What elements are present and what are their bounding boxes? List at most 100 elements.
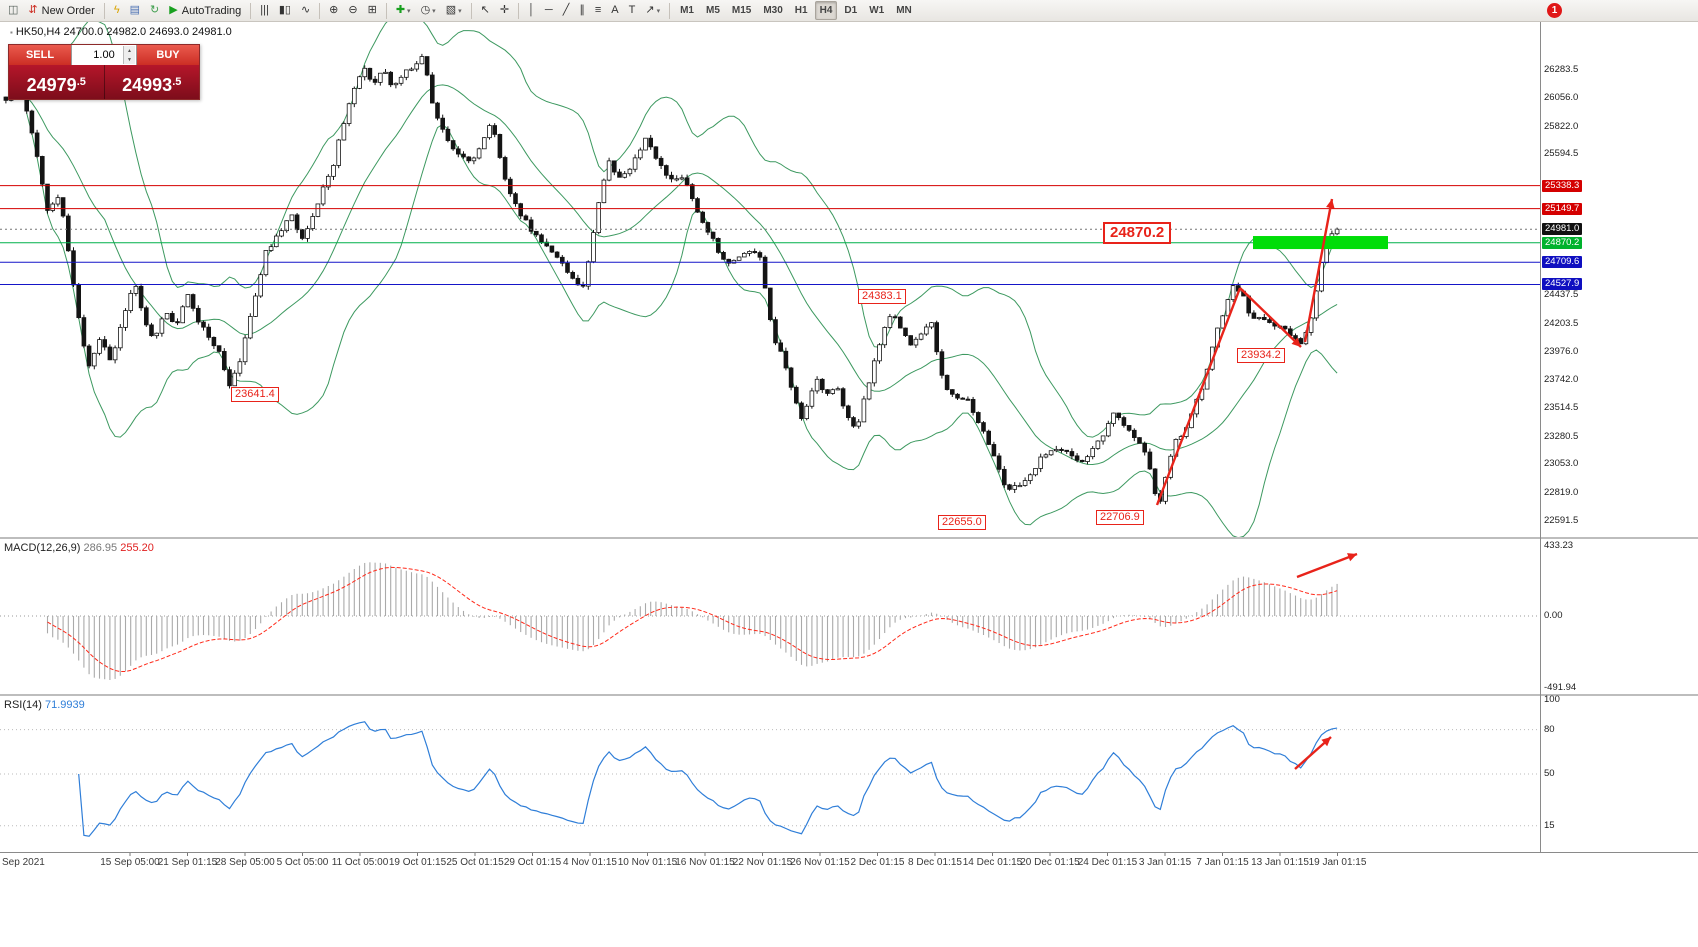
arrows-icon: ↗ (645, 4, 655, 16)
equidistant-channel-button[interactable]: ∥ (575, 1, 589, 21)
arrows-button[interactable]: ↗ ▾ (641, 1, 664, 21)
candlestick-chart-button[interactable]: ▮▯ (275, 1, 295, 21)
sell-price-frac: .5 (76, 76, 86, 88)
price-axis-label: 26283.5 (1544, 64, 1579, 76)
trendline-icon: ╱ (562, 4, 570, 16)
bar-chart-button[interactable]: ||| (256, 1, 273, 21)
pane-separator-rsi[interactable] (0, 694, 1698, 696)
text-button[interactable]: A (607, 1, 622, 21)
rsi-axis-label: 100 (1544, 694, 1560, 705)
fibonacci-icon: ≡ (594, 4, 602, 16)
price-axis-label: 22591.5 (1544, 514, 1579, 526)
time-axis-border (0, 852, 1698, 853)
text-label-button[interactable]: T (625, 1, 640, 21)
timeframe-mn-button[interactable]: MN (896, 5, 912, 16)
chart-window-button[interactable]: ◫ (4, 1, 22, 21)
chevron-down-icon: ▾ (432, 7, 436, 15)
zoom-out-button[interactable]: ⊖ (344, 1, 361, 21)
tile-windows-button[interactable]: ⊞ (364, 1, 381, 21)
chevron-down-icon: ▾ (407, 7, 411, 15)
time-axis-label: 29 Oct 01:15 (503, 857, 562, 868)
crosshair-button[interactable]: ✛ (496, 1, 513, 21)
toolbar-separator (669, 2, 671, 19)
equidistant-channel-icon: ∥ (579, 4, 585, 16)
volume-field[interactable]: 1.00 ▲ ▼ (71, 45, 137, 65)
text-label-icon: T (628, 4, 636, 16)
toolbar-separator (518, 2, 520, 19)
sell-price[interactable]: 24979.5 (9, 65, 104, 99)
rsi-name: RSI(14) (4, 699, 42, 711)
buy-price[interactable]: 24993.5 (103, 65, 200, 99)
time-axis-label: 22 Nov 01:15 (732, 857, 793, 868)
metaeditor-button[interactable]: ϟ (110, 1, 124, 21)
macd-axis-label: -491.94 (1544, 682, 1577, 693)
sell-button[interactable]: SELL (9, 45, 71, 65)
metaeditor-icon: ϟ (113, 4, 120, 16)
indicators-button[interactable]: ✚ ▾ (392, 1, 415, 21)
zoom-in-button[interactable]: ⊕ (325, 1, 342, 21)
time-axis-label: Sep 2021 (2, 857, 45, 868)
fibonacci-button[interactable]: ≡ (591, 1, 605, 21)
macd-label: MACD(12,26,9) 286.95 255.20 (4, 542, 154, 554)
pane-separator-macd[interactable] (0, 537, 1698, 539)
strategy-tester-button[interactable]: ↻ (146, 1, 163, 21)
price-annotation: 24383.1 (858, 289, 906, 304)
toolbar: ◫ ⇵ New Order ϟ ▤ ↻ ▶ AutoTrading ||| ▮▯ ∿ ⊕ ⊖ ⊞ ✚ ▾ ◷ ▾ ▧… (0, 0, 1698, 22)
time-axis-label: 20 Dec 01:15 (1020, 857, 1080, 868)
text-icon: A (611, 4, 619, 16)
price-axis-line-label: 24709.6 (1542, 256, 1583, 269)
horizontal-line-button[interactable]: ─ (541, 1, 557, 21)
timeframe-m30-button[interactable]: M30 (763, 5, 783, 16)
chart-window-icon: ◫ (8, 4, 19, 16)
indicators-icon: ✚ (395, 4, 406, 16)
timeframe-h1-button[interactable]: H1 (794, 5, 808, 16)
time-axis-label: 21 Sep 01:15 (157, 857, 218, 868)
autotrading-button[interactable]: ▶ AutoTrading (165, 1, 245, 21)
price-axis-label: 24437.5 (1544, 289, 1579, 301)
time-axis-label: 7 Jan 01:15 (1196, 857, 1249, 868)
terminal-button[interactable]: ▤ (126, 1, 144, 21)
buy-button[interactable]: BUY (137, 45, 199, 65)
new-order-button[interactable]: ⇵ New Order (24, 1, 98, 21)
notification-badge[interactable]: 1 (1547, 3, 1562, 18)
trendline-button[interactable]: ╱ (559, 1, 574, 21)
price-axis-line-label: 25338.3 (1542, 179, 1583, 192)
timeframe-m15-button[interactable]: M15 (731, 5, 752, 16)
time-axis-label: 25 Oct 01:15 (446, 857, 504, 868)
vertical-line-button[interactable]: │ (524, 1, 539, 21)
price-annotation: 24870.2 (1103, 222, 1172, 244)
line-chart-button[interactable]: ∿ (297, 1, 314, 21)
chevron-down-icon: ▾ (656, 7, 661, 15)
macd-main-value: 286.95 (83, 542, 118, 554)
volume-spinner: ▲ ▼ (123, 46, 135, 64)
templates-button[interactable]: ▧ ▾ (442, 1, 466, 21)
timeframe-h4-button[interactable]: H4 (814, 1, 838, 20)
chart-ohlc-text: HK50,H4 24700.0 24982.0 24693.0 24981.0 (15, 26, 232, 38)
price-annotation: 23641.4 (231, 387, 279, 402)
chevron-down-icon: ▾ (458, 7, 462, 15)
price-axis-label: 23514.5 (1544, 402, 1579, 414)
rsi-axis-label: 15 (1544, 819, 1555, 831)
toolbar-separator (250, 2, 252, 19)
time-axis-label: 13 Jan 01:15 (1251, 857, 1309, 868)
macd-name: MACD(12,26,9) (4, 542, 81, 554)
timeframe-d1-button[interactable]: D1 (844, 5, 858, 16)
timeframe-w1-button[interactable]: W1 (869, 5, 885, 16)
cursor-button[interactable]: ↖ (477, 1, 494, 21)
vertical-line-icon: │ (528, 4, 535, 16)
rsi-value: 71.9939 (44, 699, 85, 711)
volume-up-button[interactable]: ▲ (124, 46, 135, 55)
periods-button[interactable]: ◷ ▾ (417, 1, 440, 21)
time-axis-label: 2 Dec 01:15 (850, 857, 905, 868)
zoom-out-icon: ⊖ (348, 4, 358, 16)
volume-down-button[interactable]: ▼ (124, 55, 135, 64)
price-annotation: 22655.0 (938, 515, 986, 530)
timeframe-m5-button[interactable]: M5 (705, 5, 720, 16)
volume-value: 1.00 (93, 49, 115, 61)
autotrading-icon: ▶ (169, 4, 178, 16)
tile-windows-icon: ⊞ (367, 4, 377, 16)
timeframe-m1-button[interactable]: M1 (680, 5, 694, 16)
toolbar-separator (103, 2, 105, 19)
